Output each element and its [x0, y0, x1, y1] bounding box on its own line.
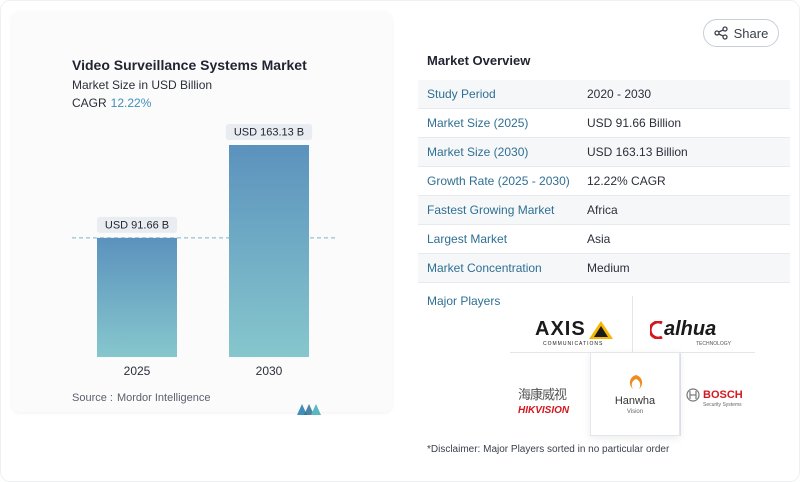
- bosch-name: BOSCH: [703, 389, 743, 401]
- overview-row: Fastest Growing Market Africa: [418, 196, 790, 225]
- x-tick-label: 2030: [256, 364, 283, 378]
- chart-cagr: CAGR 12.22%: [72, 96, 151, 110]
- overview-row: Growth Rate (2025 - 2030) 12.22% CAGR: [418, 167, 790, 196]
- overview-row: Largest Market Asia: [418, 225, 790, 254]
- grid-divider: [680, 352, 681, 436]
- hikvision-name: HIKVISION: [518, 405, 570, 416]
- source-line: Source : Mordor Intelligence: [72, 392, 211, 404]
- dahua-mark-icon: [650, 320, 663, 339]
- data-label: USD 163.13 B: [234, 127, 304, 139]
- overview-title: Market Overview: [427, 53, 531, 68]
- row-key: Largest Market: [427, 232, 508, 246]
- chart-card: USD 91.66 B 2025 USD 163.13 B 2030 Video Su…: [12, 12, 392, 415]
- row-value: USD 91.66 Billion: [587, 116, 682, 130]
- row-key: Study Period: [427, 87, 496, 101]
- dahua-name: alhua: [664, 318, 717, 340]
- axis-name: AXIS: [535, 318, 586, 340]
- source-name: Mordor Intelligence: [116, 392, 211, 404]
- row-key: Fastest Growing Market: [427, 203, 555, 217]
- hanwha-sub: Vision: [626, 409, 644, 415]
- x-tick-label: 2025: [124, 364, 151, 378]
- bar-2025: [97, 237, 177, 357]
- dahua-logo: alhua TECHNOLOGY: [650, 318, 731, 347]
- dahua-sub: TECHNOLOGY: [696, 341, 732, 347]
- grid-divider: [632, 296, 633, 352]
- row-value: Medium: [587, 261, 630, 275]
- overview-row: Market Size (2030) USD 163.13 Billion: [418, 138, 790, 167]
- hanwha-flame-icon: [629, 375, 643, 389]
- bar-chart: USD 91.66 B 2025 USD 163.13 B 2030: [72, 124, 337, 378]
- share-icon: [713, 26, 728, 40]
- share-label: Share: [733, 25, 769, 41]
- axis-sub: COMMUNICATIONS: [543, 341, 604, 347]
- hikvision-cn: 海康威视: [518, 387, 567, 402]
- source-label: Source :: [72, 392, 113, 404]
- data-label: USD 91.66 B: [105, 219, 169, 231]
- chart-subtitle: Market Size in USD Billion: [72, 78, 213, 92]
- hikvision-logo: 海康威视 HIKVISION: [518, 384, 569, 416]
- row-key: Growth Rate (2025 - 2030): [427, 174, 570, 188]
- bar-2030: [229, 145, 309, 357]
- players-grid: AXIS COMMUNICATIONS alhua TECHNOLOGY 海康威…: [510, 296, 755, 436]
- disclaimer: *Disclaimer: Major Players sorted in no …: [427, 444, 670, 455]
- data-label-bg: [96, 216, 178, 233]
- mordor-logo-icon: [297, 404, 321, 415]
- bosch-sub: Security Systems: [703, 402, 742, 408]
- overview-row: Market Size (2025) USD 91.66 Billion: [418, 109, 790, 138]
- overview-table: Study Period 2020 - 2030 Market Size (20…: [418, 80, 790, 283]
- bosch-armature-icon: [686, 388, 700, 402]
- bosch-logo: BOSCH Security Systems: [686, 388, 743, 408]
- overview-row: Market Concentration Medium: [418, 254, 790, 283]
- chart-title: Video Surveillance Systems Market: [72, 57, 307, 73]
- hanwha-logo: Hanwha Vision: [590, 352, 680, 436]
- overview-row: Study Period 2020 - 2030: [418, 80, 790, 109]
- row-value: 12.22% CAGR: [587, 174, 666, 188]
- row-key: Market Size (2030): [427, 145, 529, 159]
- row-value: Asia: [587, 232, 611, 246]
- data-label-bg: [225, 124, 313, 140]
- row-key: Market Concentration: [427, 261, 542, 275]
- cagr-label: CAGR: [72, 96, 107, 110]
- major-players-label: Major Players: [427, 294, 501, 308]
- axis-triangle-icon: [588, 320, 613, 339]
- axis-logo: AXIS COMMUNICATIONS: [535, 318, 614, 347]
- row-value: 2020 - 2030: [587, 87, 652, 101]
- row-value: Africa: [587, 203, 618, 217]
- hanwha-name: Hanwha: [614, 395, 656, 407]
- share-button[interactable]: Share: [703, 19, 779, 47]
- row-key: Market Size (2025): [427, 116, 529, 130]
- row-value: USD 163.13 Billion: [587, 145, 688, 159]
- cagr-value: 12.22%: [110, 96, 152, 110]
